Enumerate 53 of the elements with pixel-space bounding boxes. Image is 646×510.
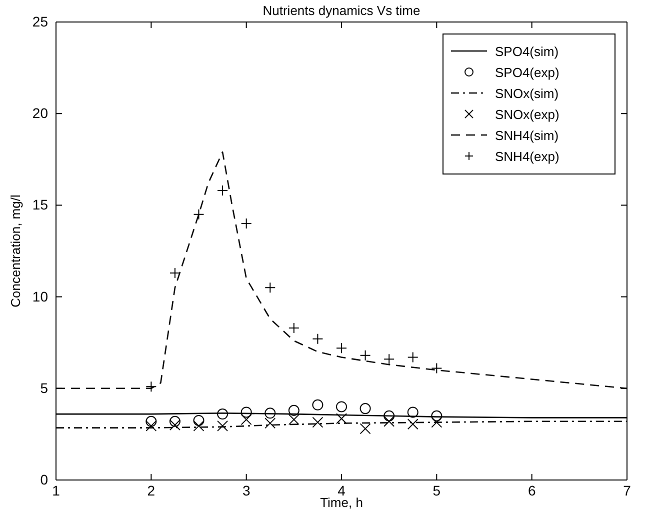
point — [169, 420, 180, 431]
point — [169, 416, 180, 427]
point — [407, 406, 418, 418]
point — [193, 208, 204, 220]
y-tick-label: 20 — [32, 105, 48, 122]
point — [288, 404, 300, 416]
point — [384, 416, 395, 427]
x-tick-label: 5 — [432, 482, 441, 499]
y-tick-label: 25 — [32, 13, 48, 30]
point — [336, 413, 347, 424]
legend-label: SNOx(sim) — [495, 86, 559, 101]
point — [240, 406, 252, 418]
y-axis-title: Concentration, mg/l — [8, 194, 23, 308]
point — [146, 416, 157, 427]
point — [312, 399, 324, 410]
point — [288, 414, 300, 426]
point — [431, 362, 442, 374]
legend-label: SNH4(exp) — [495, 149, 560, 164]
legend-label: SPO4(sim) — [495, 44, 559, 59]
y-tick-label: 0 — [40, 471, 48, 488]
legend-label: SPO4(exp) — [495, 65, 560, 80]
point — [312, 416, 324, 428]
point — [193, 420, 204, 432]
point — [312, 333, 324, 344]
point — [431, 416, 442, 428]
point — [384, 410, 395, 422]
x-tick-label: 2 — [147, 482, 156, 499]
chart-title: Nutrients dynamics Vs time — [262, 3, 420, 18]
point — [264, 282, 276, 294]
legend-label: SNH4(sim) — [495, 128, 559, 143]
point — [217, 420, 228, 432]
y-tick-label: 10 — [32, 288, 48, 304]
point — [360, 403, 371, 414]
point — [431, 410, 442, 422]
y-tick-label: 15 — [32, 196, 48, 213]
x-tick-label: 7 — [623, 482, 632, 499]
point — [264, 418, 276, 429]
point — [384, 354, 395, 365]
point — [217, 408, 228, 420]
point — [360, 350, 371, 361]
point — [240, 414, 252, 426]
legend-label: SNOx(exp) — [495, 107, 560, 122]
point — [336, 401, 347, 412]
x-tick-label: 6 — [528, 482, 536, 499]
x-tick-label: 3 — [242, 482, 250, 499]
point — [146, 420, 157, 432]
x-tick-label: 1 — [52, 482, 60, 499]
point — [360, 423, 371, 434]
y-tick-label: 5 — [40, 380, 48, 396]
point — [193, 414, 204, 426]
point — [407, 352, 418, 363]
point — [407, 418, 418, 430]
point — [264, 408, 276, 419]
